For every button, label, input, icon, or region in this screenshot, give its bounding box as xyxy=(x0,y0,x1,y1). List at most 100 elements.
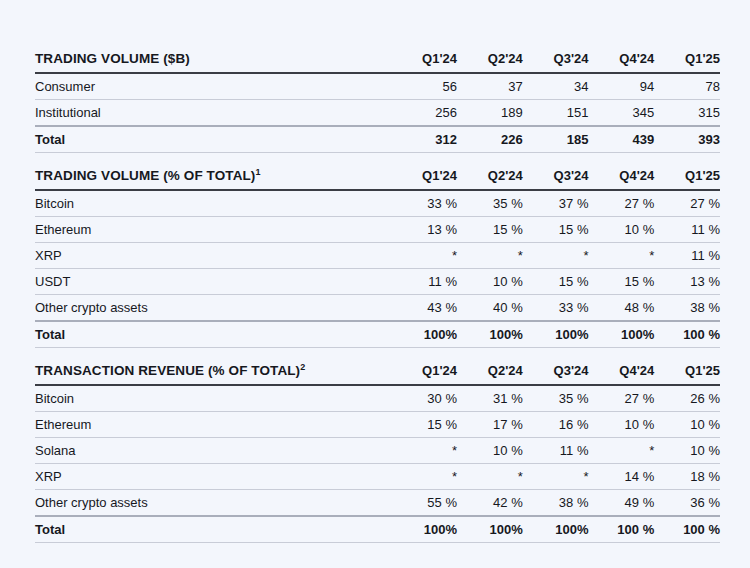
cell-value: 30 % xyxy=(391,385,457,412)
cell-value: 100% xyxy=(523,321,589,348)
cell-value: * xyxy=(588,243,654,269)
cell-value: 100% xyxy=(457,321,523,348)
total-row: Total100%100%100%100 %100 % xyxy=(35,516,720,543)
table-title-cell: TRADING VOLUME ($B) xyxy=(35,45,391,73)
cell-value: 15 % xyxy=(523,269,589,295)
cell-value: * xyxy=(391,464,457,490)
column-header: Q1'25 xyxy=(654,357,720,385)
cell-value: 100% xyxy=(523,516,589,543)
cell-value: 439 xyxy=(588,126,654,153)
row-label: Total xyxy=(35,126,391,153)
row-label: Bitcoin xyxy=(35,385,391,412)
row-label: Ethereum xyxy=(35,217,391,243)
cell-value: 100 % xyxy=(654,516,720,543)
cell-value: 40 % xyxy=(457,295,523,322)
cell-value: * xyxy=(457,464,523,490)
cell-value: 17 % xyxy=(457,412,523,438)
cell-value: 33 % xyxy=(391,190,457,217)
cell-value: 43 % xyxy=(391,295,457,322)
cell-value: 42 % xyxy=(457,490,523,517)
cell-value: 11 % xyxy=(391,269,457,295)
table-body: Bitcoin30 %31 %35 %27 %26 %Ethereum15 %1… xyxy=(35,385,720,543)
table-section: TRANSACTION REVENUE (% OF TOTAL)2 Q1'24 Q… xyxy=(35,357,720,543)
cell-value: 56 xyxy=(391,73,457,100)
cell-value: 100 % xyxy=(588,516,654,543)
cell-value: * xyxy=(391,438,457,464)
data-row: Ethereum13 %15 %15 %10 %11 % xyxy=(35,217,720,243)
cell-value: 37 xyxy=(457,73,523,100)
cell-value: 151 xyxy=(523,100,589,127)
cell-value: 10 % xyxy=(588,412,654,438)
column-header: Q3'24 xyxy=(523,357,589,385)
table-title-cell: TRADING VOLUME (% OF TOTAL)1 xyxy=(35,162,391,190)
cell-value: 37 % xyxy=(523,190,589,217)
cell-value: 31 % xyxy=(457,385,523,412)
total-row: Total100%100%100%100%100 % xyxy=(35,321,720,348)
cell-value: 38 % xyxy=(654,295,720,322)
cell-value: 16 % xyxy=(523,412,589,438)
cell-value: 27 % xyxy=(588,190,654,217)
cell-value: 35 % xyxy=(523,385,589,412)
table-body: Bitcoin33 %35 %37 %27 %27 %Ethereum13 %1… xyxy=(35,190,720,348)
row-label: Total xyxy=(35,516,391,543)
data-row: XRP****11 % xyxy=(35,243,720,269)
cell-value: 14 % xyxy=(588,464,654,490)
cell-value: 11 % xyxy=(654,217,720,243)
row-label: Total xyxy=(35,321,391,348)
cell-value: 94 xyxy=(588,73,654,100)
table-title-superscript: 2 xyxy=(300,362,305,372)
table-section: TRADING VOLUME (% OF TOTAL)1 Q1'24Q2'24Q… xyxy=(35,162,720,348)
table-title-cell: TRANSACTION REVENUE (% OF TOTAL)2 xyxy=(35,357,391,385)
column-header: Q2'24 xyxy=(457,162,523,190)
cell-value: 189 xyxy=(457,100,523,127)
cell-value: 100% xyxy=(588,321,654,348)
data-row: Bitcoin30 %31 %35 %27 %26 % xyxy=(35,385,720,412)
cell-value: 226 xyxy=(457,126,523,153)
row-label: Other crypto assets xyxy=(35,295,391,322)
cell-value: 312 xyxy=(391,126,457,153)
data-row: Other crypto assets55 %42 %38 %49 %36 % xyxy=(35,490,720,517)
cell-value: 27 % xyxy=(654,190,720,217)
cell-value: 35 % xyxy=(457,190,523,217)
total-row: Total312226185439393 xyxy=(35,126,720,153)
cell-value: * xyxy=(457,243,523,269)
table-title: TRADING VOLUME (% OF TOTAL) xyxy=(35,168,255,183)
row-label: Ethereum xyxy=(35,412,391,438)
cell-value: 34 xyxy=(523,73,589,100)
column-header: Q1'24 xyxy=(391,357,457,385)
cell-value: 49 % xyxy=(588,490,654,517)
table-title: TRANSACTION REVENUE (% OF TOTAL) xyxy=(35,363,300,378)
cell-value: * xyxy=(523,243,589,269)
table-title-superscript: 1 xyxy=(255,167,260,177)
row-label: Bitcoin xyxy=(35,190,391,217)
cell-value: 13 % xyxy=(654,269,720,295)
table-section: TRADING VOLUME ($B) Q1'24Q2'24Q3'24Q4'24… xyxy=(35,45,720,153)
cell-value: * xyxy=(588,438,654,464)
cell-value: 15 % xyxy=(457,217,523,243)
cell-value: 10 % xyxy=(654,438,720,464)
cell-value: 100% xyxy=(391,516,457,543)
data-table: TRADING VOLUME (% OF TOTAL)1 Q1'24Q2'24Q… xyxy=(35,162,720,348)
row-label: XRP xyxy=(35,464,391,490)
cell-value: 10 % xyxy=(588,217,654,243)
cell-value: 256 xyxy=(391,100,457,127)
row-label: XRP xyxy=(35,243,391,269)
cell-value: 10 % xyxy=(457,269,523,295)
data-row: Institutional256189151345315 xyxy=(35,100,720,127)
cell-value: 13 % xyxy=(391,217,457,243)
cell-value: 38 % xyxy=(523,490,589,517)
data-row: Other crypto assets43 %40 %33 %48 %38 % xyxy=(35,295,720,322)
cell-value: 26 % xyxy=(654,385,720,412)
column-header: Q4'24 xyxy=(588,162,654,190)
data-row: Bitcoin33 %35 %37 %27 %27 % xyxy=(35,190,720,217)
row-label: Institutional xyxy=(35,100,391,127)
cell-value: 36 % xyxy=(654,490,720,517)
row-label: Solana xyxy=(35,438,391,464)
table-title: TRADING VOLUME ($B) xyxy=(35,51,190,66)
cell-value: * xyxy=(391,243,457,269)
cell-value: 315 xyxy=(654,100,720,127)
row-label: Consumer xyxy=(35,73,391,100)
column-header-row: TRADING VOLUME (% OF TOTAL)1 Q1'24Q2'24Q… xyxy=(35,162,720,190)
column-header: Q4'24 xyxy=(588,357,654,385)
column-header: Q4'24 xyxy=(588,45,654,73)
